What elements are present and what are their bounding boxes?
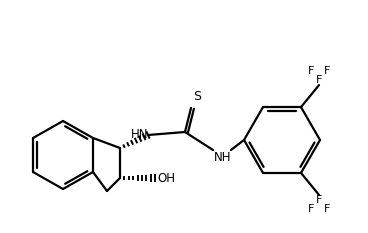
Text: F: F	[324, 204, 330, 214]
Text: HN: HN	[131, 129, 148, 141]
Text: NH: NH	[214, 151, 231, 164]
Text: F: F	[316, 195, 322, 205]
Text: F: F	[316, 75, 322, 85]
Text: OH: OH	[157, 171, 175, 185]
Text: S: S	[193, 90, 201, 103]
Text: F: F	[308, 66, 314, 76]
Text: F: F	[324, 66, 330, 76]
Text: F: F	[308, 204, 314, 214]
